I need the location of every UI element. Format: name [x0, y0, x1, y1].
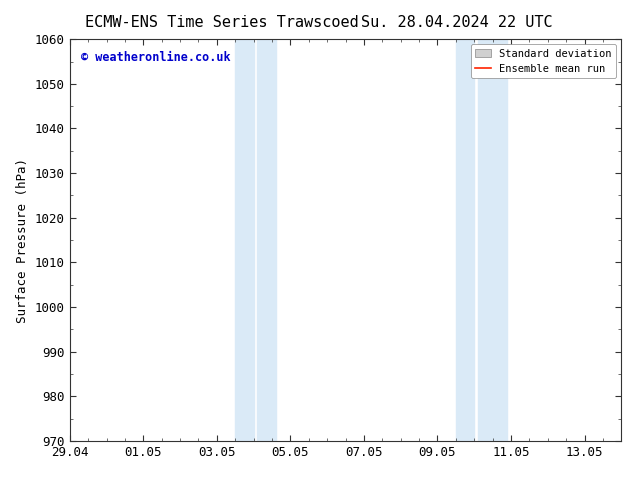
Bar: [235, 39, 254, 441]
Text: Su. 28.04.2024 22 UTC: Su. 28.04.2024 22 UTC: [361, 15, 552, 30]
Bar: [257, 39, 276, 441]
Text: © weatheronline.co.uk: © weatheronline.co.uk: [81, 51, 230, 64]
Text: ECMW-ENS Time Series Trawscoed: ECMW-ENS Time Series Trawscoed: [85, 15, 359, 30]
Y-axis label: Surface Pressure (hPa): Surface Pressure (hPa): [16, 158, 29, 322]
Legend: Standard deviation, Ensemble mean run: Standard deviation, Ensemble mean run: [471, 45, 616, 78]
Bar: [478, 39, 507, 441]
Bar: [456, 39, 474, 441]
